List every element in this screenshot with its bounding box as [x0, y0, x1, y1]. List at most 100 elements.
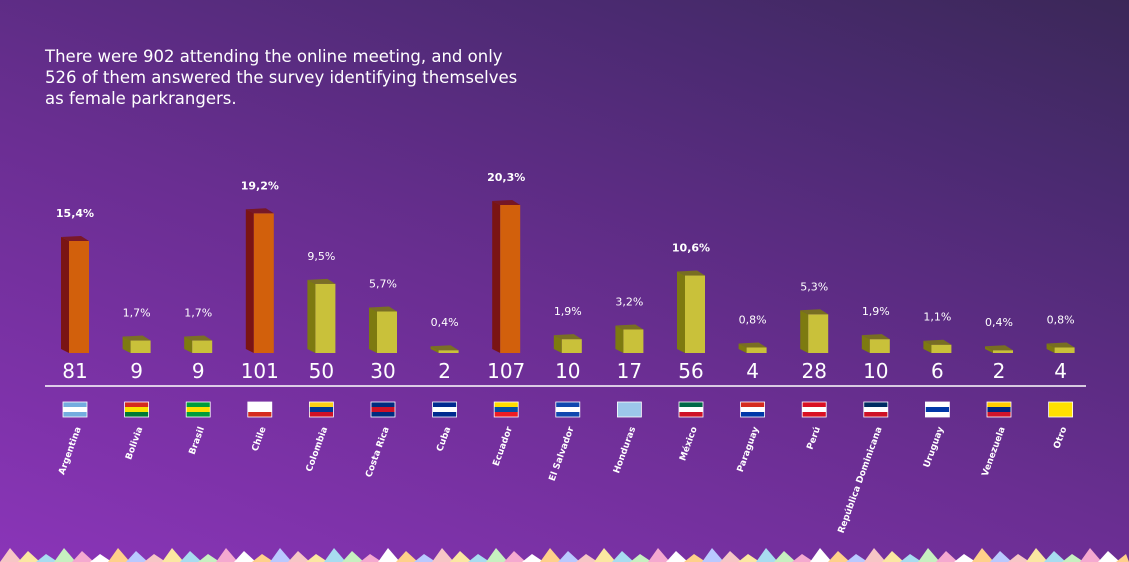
decor-triangle [576, 554, 598, 562]
flag-stripe [925, 407, 949, 412]
flag [309, 402, 333, 417]
count-label: 2 [438, 359, 451, 383]
decor-triangle [540, 548, 562, 562]
decor-triangle [504, 551, 526, 562]
country-label: Bolivia [124, 426, 145, 462]
percent-label: 9,5% [307, 250, 335, 263]
flag [63, 402, 87, 417]
decor-triangle [216, 548, 238, 562]
flag-stripe [309, 412, 333, 417]
count-label: 10 [863, 359, 888, 383]
decor-triangle [612, 551, 634, 562]
flag-stripe [494, 412, 518, 417]
flag [371, 402, 395, 417]
flag-stripe [925, 402, 949, 407]
count-label: 4 [1054, 359, 1067, 383]
flag [1049, 402, 1073, 417]
decor-triangle [1044, 551, 1066, 562]
decor-triangle [1026, 548, 1048, 562]
bar-side [677, 272, 685, 353]
flag-stripe [248, 407, 272, 412]
decor-triangle [72, 551, 94, 562]
flag-stripe [63, 402, 87, 407]
percent-label: 0,4% [431, 316, 459, 329]
flag-stripe [1049, 402, 1073, 407]
count-label: 50 [309, 359, 334, 383]
percent-label: 0,8% [1047, 313, 1075, 326]
decor-triangle [432, 548, 454, 562]
decor-triangle [756, 548, 778, 562]
decor-triangle [1098, 551, 1120, 562]
decor-triangle [648, 548, 670, 562]
flag-stripe [371, 407, 395, 412]
bar [870, 339, 890, 353]
decor-triangle [90, 554, 112, 562]
decor-triangle [666, 551, 688, 562]
flag-stripe [679, 407, 703, 412]
country-label: Venezuela [981, 426, 1008, 478]
flag-stripe [63, 407, 87, 412]
flag-stripe [864, 402, 888, 407]
decor-triangle [864, 548, 886, 562]
bar-side [61, 237, 69, 353]
country-label: Paraguay [736, 425, 762, 473]
bar [131, 341, 151, 353]
decor-triangle [288, 551, 310, 562]
flag-stripe [864, 412, 888, 417]
decor-triangle [450, 551, 472, 562]
bar [254, 213, 274, 353]
decor-triangle [1062, 554, 1084, 562]
flag-stripe [679, 402, 703, 407]
flag-stripe [125, 412, 149, 417]
decor-triangle [990, 551, 1012, 562]
decor-triangle [234, 551, 256, 562]
chart: 15,4%81Argentina1,7%9Bolivia1,7%9Brasil1… [0, 0, 1129, 562]
country-label: Colombia [305, 426, 330, 474]
decor-triangle [486, 548, 508, 562]
bar [623, 329, 643, 353]
flag-stripe [741, 402, 765, 407]
flag-stripe [802, 402, 826, 407]
count-label: 10 [555, 359, 580, 383]
country-label: Ecuador [492, 425, 516, 468]
decor-triangle [198, 554, 220, 562]
decor-triangle [792, 554, 814, 562]
bar [808, 314, 828, 353]
decor-triangle [180, 551, 202, 562]
decor-triangle [306, 554, 328, 562]
flag [556, 402, 580, 417]
flag-stripe [63, 412, 87, 417]
country-label: Brasil [188, 426, 207, 457]
bar [931, 345, 951, 353]
count-label: 28 [801, 359, 826, 383]
bar [993, 350, 1013, 353]
flag-stripe [371, 412, 395, 417]
bar [439, 350, 459, 353]
decor-triangle [936, 551, 958, 562]
count-label: 2 [993, 359, 1006, 383]
decor-triangle [558, 551, 580, 562]
flag-stripe [494, 402, 518, 407]
percent-label: 5,3% [800, 280, 828, 293]
count-label: 17 [617, 359, 642, 383]
bar-side [800, 310, 808, 353]
country-label: Perú [806, 426, 823, 452]
flag-stripe [248, 402, 272, 407]
decor-triangle [54, 548, 76, 562]
flag-stripe [186, 407, 210, 412]
flag [186, 402, 210, 417]
bar [69, 241, 89, 353]
flag-stripe [309, 402, 333, 407]
decor-triangle [972, 548, 994, 562]
bar [685, 276, 705, 353]
flag-stripe [925, 412, 949, 417]
flag-stripe [1049, 407, 1073, 412]
decor-triangle [720, 551, 742, 562]
flag-stripe [802, 412, 826, 417]
count-label: 107 [487, 359, 525, 383]
percent-label: 20,3% [487, 171, 525, 184]
flag [433, 402, 457, 417]
flag [864, 402, 888, 417]
decor-triangle [774, 551, 796, 562]
percent-label: 1,9% [554, 305, 582, 318]
